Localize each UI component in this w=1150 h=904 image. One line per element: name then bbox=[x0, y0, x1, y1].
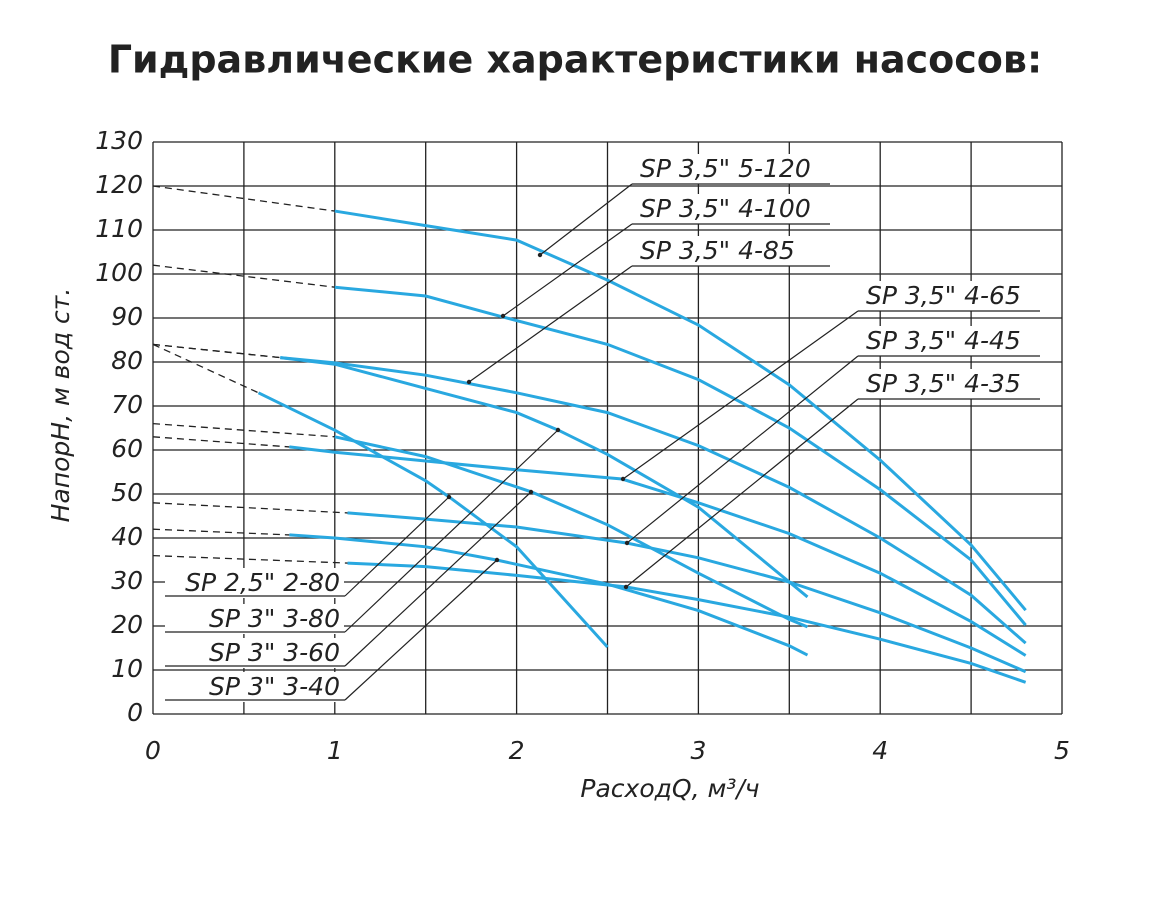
label-bg bbox=[165, 568, 344, 598]
label-bg bbox=[636, 154, 830, 184]
y-tick-label: 80 bbox=[111, 346, 143, 375]
y-tick-label: 10 bbox=[111, 654, 143, 683]
pump-curve bbox=[334, 285, 1027, 627]
shutoff-extension bbox=[152, 436, 290, 448]
leader-dot bbox=[500, 313, 506, 319]
y-tick-label: 120 bbox=[95, 170, 143, 199]
leader-line bbox=[626, 355, 859, 544]
pump-curve bbox=[334, 435, 809, 629]
leader-dot bbox=[466, 379, 472, 385]
shutoff-extension bbox=[152, 264, 335, 288]
pump-curve bbox=[280, 356, 809, 599]
label-bg bbox=[862, 369, 1040, 399]
pump-curve bbox=[347, 561, 1027, 684]
leader-line bbox=[344, 491, 532, 667]
x-tick-label: 5 bbox=[1054, 736, 1070, 765]
shutoff-extension bbox=[152, 422, 335, 438]
pump-curve bbox=[280, 356, 1027, 645]
y-tick-label: 100 bbox=[95, 258, 143, 287]
x-tick-label: 3 bbox=[690, 736, 706, 765]
shutoff-extension bbox=[152, 343, 281, 359]
label-bg bbox=[165, 604, 344, 634]
pump-curve bbox=[289, 533, 809, 657]
leader-dot bbox=[446, 494, 452, 500]
y-tick-label: 130 bbox=[95, 126, 143, 155]
leader-dot bbox=[494, 557, 500, 563]
legend-label: SP 3" 3-40 bbox=[209, 672, 340, 701]
shutoff-extension bbox=[152, 502, 348, 514]
legend-label: SP 3,5" 4-45 bbox=[866, 326, 1021, 355]
x-tick-label: 4 bbox=[872, 736, 888, 765]
y-axis-title: НапорН, м вод ст. bbox=[46, 288, 75, 523]
x-tick-label: 1 bbox=[327, 736, 343, 765]
legend-label: SP 3,5" 4-100 bbox=[640, 194, 811, 223]
x-axis-title: РасходQ, м³/ч bbox=[580, 774, 759, 803]
legend-label: SP 2,5" 2-80 bbox=[185, 568, 340, 597]
leader-line bbox=[539, 183, 633, 256]
pump-curve bbox=[334, 209, 1027, 612]
y-tick-label: 70 bbox=[111, 390, 143, 419]
leader-line bbox=[625, 398, 859, 588]
leader-line bbox=[502, 223, 633, 317]
shutoff-extension bbox=[152, 343, 259, 394]
label-bg bbox=[165, 672, 344, 702]
x-tick-label: 0 bbox=[145, 736, 161, 765]
leader-dot bbox=[620, 476, 626, 482]
y-tick-label: 60 bbox=[111, 434, 143, 463]
shutoff-extension bbox=[152, 554, 348, 564]
y-tick-label: 40 bbox=[111, 522, 143, 551]
leader-dot bbox=[537, 252, 543, 258]
shutoff-extension bbox=[152, 528, 290, 536]
legend-label: SP 3" 3-80 bbox=[209, 604, 340, 633]
leader-dot bbox=[623, 584, 629, 590]
label-bg bbox=[862, 326, 1040, 356]
label-bg bbox=[165, 638, 344, 668]
leader-line bbox=[344, 496, 450, 597]
y-tick-label: 110 bbox=[95, 214, 143, 243]
y-tick-label: 90 bbox=[111, 302, 143, 331]
legend-label: SP 3,5" 4-85 bbox=[640, 236, 795, 265]
leader-dot bbox=[624, 540, 630, 546]
y-tick-label: 20 bbox=[111, 610, 143, 639]
leader-line bbox=[344, 429, 559, 633]
y-tick-label: 0 bbox=[127, 698, 143, 727]
shutoff-extension bbox=[152, 185, 335, 212]
leader-line bbox=[468, 265, 633, 383]
label-bg bbox=[636, 236, 830, 266]
pump-curve bbox=[347, 511, 1027, 674]
leader-dot bbox=[555, 427, 561, 433]
leader-line bbox=[344, 559, 498, 701]
legend-label: SP 3,5" 5-120 bbox=[640, 154, 811, 183]
label-bg bbox=[636, 194, 830, 224]
y-tick-label: 30 bbox=[111, 566, 143, 595]
chart-title: Гидравлические характеристики насосов: bbox=[108, 38, 1042, 82]
label-bg bbox=[862, 281, 1040, 311]
y-tick-label: 50 bbox=[111, 478, 143, 507]
legend-label: SP 3,5" 4-35 bbox=[866, 369, 1021, 398]
x-tick-label: 2 bbox=[509, 736, 525, 765]
pump-curve bbox=[257, 391, 609, 649]
leader-dot bbox=[528, 489, 534, 495]
legend-label: SP 3" 3-60 bbox=[209, 638, 340, 667]
leader-line bbox=[622, 310, 859, 480]
legend-label: SP 3,5" 4-65 bbox=[866, 281, 1021, 310]
